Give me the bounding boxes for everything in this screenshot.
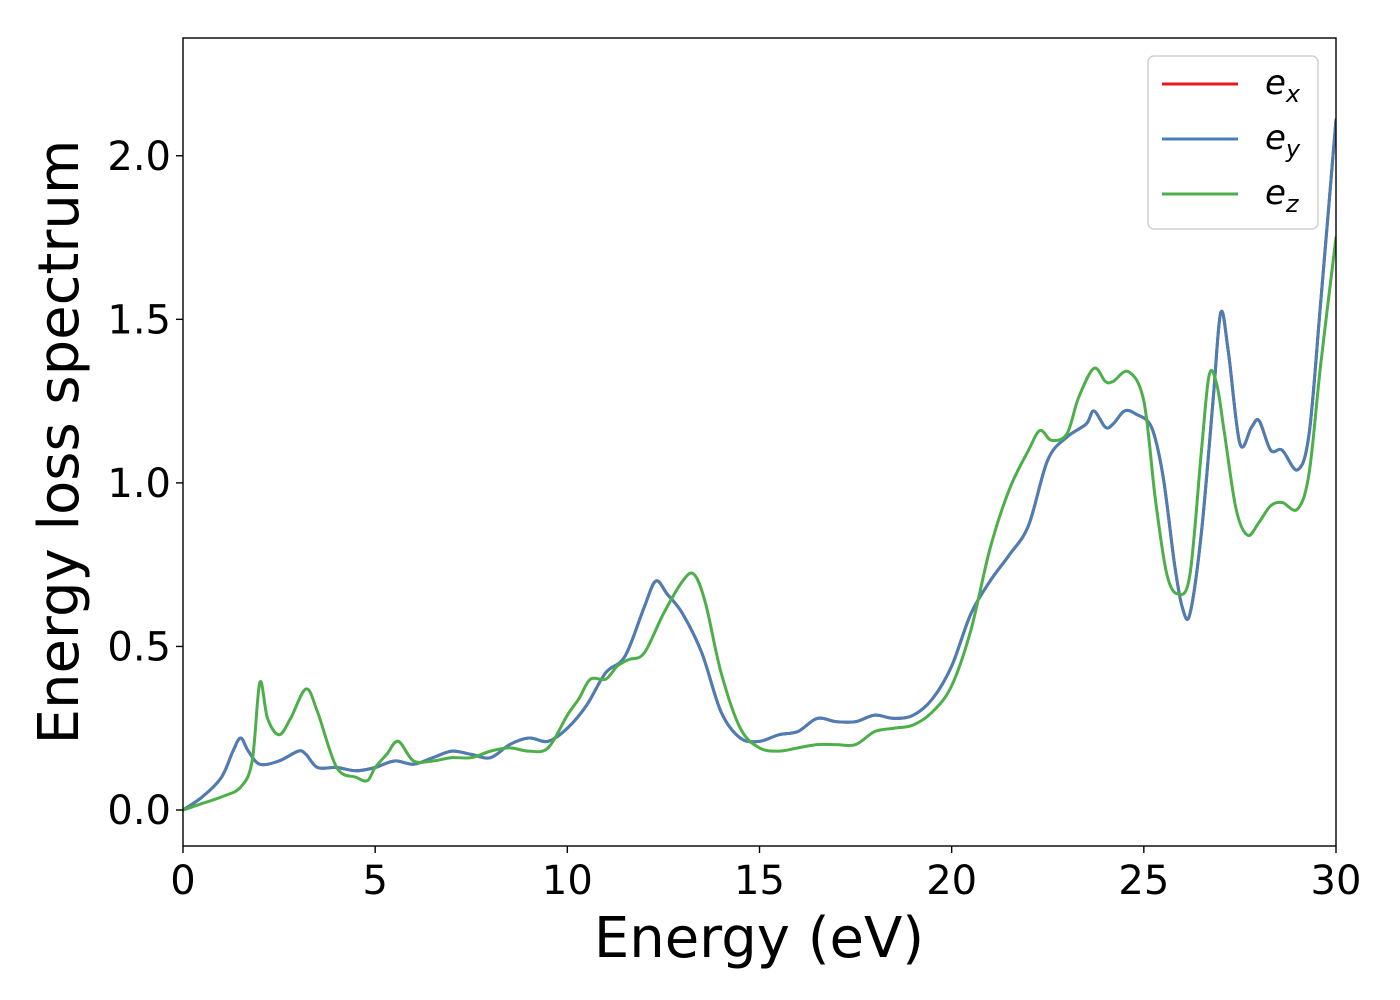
y-tick-label: 2.0 xyxy=(107,134,171,180)
series-line-e-y xyxy=(183,118,1336,812)
x-axis: 0 5 10 15 20 25 30 xyxy=(170,846,1361,904)
plot-area xyxy=(183,38,1336,846)
series-line-e-z xyxy=(183,236,1336,812)
y-tick-label: 1.5 xyxy=(107,297,171,343)
x-tick-label: 25 xyxy=(1118,858,1169,904)
series-layer xyxy=(183,118,1336,812)
x-tick-label: 30 xyxy=(1311,858,1362,904)
y-tick-label: 0.0 xyxy=(107,788,171,834)
x-tick-label: 10 xyxy=(542,858,593,904)
legend-label-e-y: ey xyxy=(1265,118,1301,163)
legend-label-e-z: ez xyxy=(1265,173,1300,218)
x-tick-label: 20 xyxy=(926,858,977,904)
y-tick-label: 0.5 xyxy=(107,624,171,670)
y-axis-label: Energy loss spectrum xyxy=(27,140,92,745)
legend-box xyxy=(1147,55,1319,230)
x-axis-label: Energy (eV) xyxy=(594,906,924,971)
y-axis: 0.0 0.5 1.0 1.5 2.0 xyxy=(107,134,183,834)
x-tick-label: 15 xyxy=(734,858,785,904)
legend: ex ey ez xyxy=(1147,55,1319,230)
y-tick-label: 1.0 xyxy=(107,461,171,507)
x-tick-label: 5 xyxy=(362,858,387,904)
legend-label-e-x: ex xyxy=(1265,63,1301,108)
x-tick-label: 0 xyxy=(170,858,195,904)
